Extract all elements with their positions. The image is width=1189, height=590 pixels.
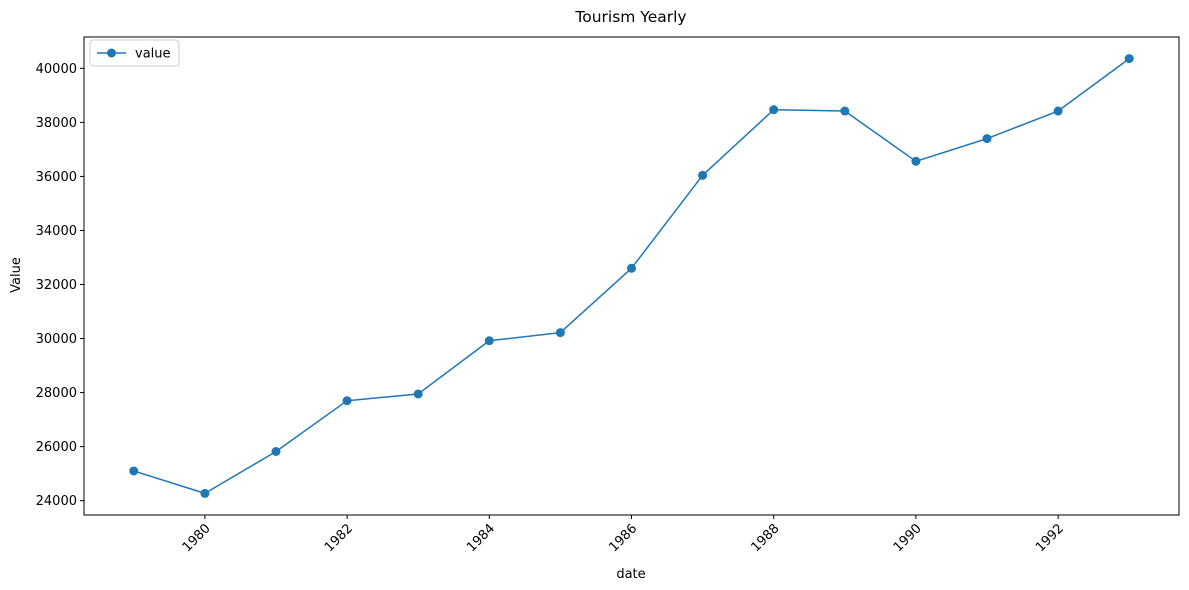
legend-marker-swatch xyxy=(107,48,116,58)
plot-frame xyxy=(83,36,1180,516)
y-tick-label: 26000 xyxy=(36,440,77,455)
legend-label: value xyxy=(135,47,171,62)
data-point xyxy=(982,134,992,144)
x-tick-label: 1986 xyxy=(606,521,640,555)
y-tick-label: 38000 xyxy=(36,116,77,131)
data-point xyxy=(555,328,565,338)
y-axis: 24000 26000 28000 30000 32000 34000 36000 38000… xyxy=(36,62,84,509)
y-tick-label: 40000 xyxy=(36,62,77,77)
legend-box xyxy=(89,39,180,67)
x-axis-label: date xyxy=(616,567,645,582)
y-tick-label: 24000 xyxy=(36,494,77,509)
y-tick-label: 34000 xyxy=(36,224,77,239)
x-tick-label: 1980 xyxy=(180,521,214,555)
x-tick-label: 1988 xyxy=(749,521,783,555)
x-tick-label: 1990 xyxy=(891,521,925,555)
data-point xyxy=(627,263,636,273)
plot-series xyxy=(129,54,1134,498)
y-tick-label: 30000 xyxy=(36,332,77,347)
x-tick-label: 1984 xyxy=(464,521,498,555)
x-tick-label: 1992 xyxy=(1033,521,1067,555)
y-tick-label: 36000 xyxy=(36,170,77,185)
data-point xyxy=(698,170,708,180)
data-point xyxy=(200,488,210,498)
data-point xyxy=(484,336,494,346)
chart-title: Tourism Yearly xyxy=(574,8,686,26)
data-point xyxy=(342,396,352,406)
x-tick-label: 1982 xyxy=(322,521,356,555)
y-tick-label: 28000 xyxy=(36,386,77,401)
x-axis: 1980 1982 1984 1986 1988 1990 1992 xyxy=(180,515,1067,555)
y-axis-label: Value xyxy=(9,257,24,293)
series-line xyxy=(133,58,1130,495)
y-tick-label: 32000 xyxy=(36,278,77,293)
data-point xyxy=(911,156,921,166)
data-point xyxy=(129,466,139,476)
data-point xyxy=(840,106,850,116)
data-point xyxy=(1053,106,1063,116)
legend: value xyxy=(89,39,180,67)
data-point xyxy=(769,105,779,115)
data-point xyxy=(1124,54,1134,64)
data-point xyxy=(413,389,423,399)
data-point xyxy=(271,447,281,457)
